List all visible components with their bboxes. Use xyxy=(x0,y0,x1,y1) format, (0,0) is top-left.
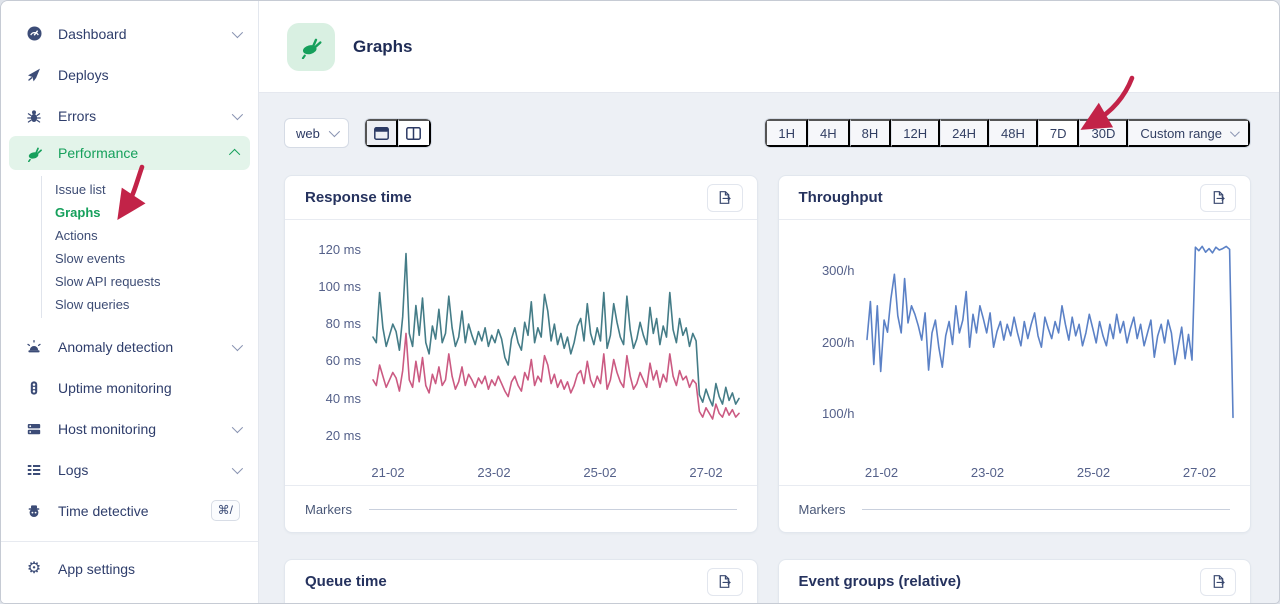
detective-icon xyxy=(25,503,43,519)
card-header: Queue time xyxy=(285,560,757,603)
time-range-1h[interactable]: 1H xyxy=(765,119,809,147)
markers-row: Markers xyxy=(285,485,757,532)
time-range-24h[interactable]: 24H xyxy=(940,119,989,147)
sidebar-item-deploys[interactable]: Deploys xyxy=(1,54,258,95)
sidebar-item-performance[interactable]: Performance xyxy=(9,136,250,170)
time-range-7d[interactable]: 7D xyxy=(1037,119,1080,147)
bug-icon xyxy=(25,108,43,124)
response-time-chart[interactable]: 120 ms 100 ms 80 ms 60 ms 40 ms 20 ms 21-02 23-… xyxy=(285,220,757,485)
sidebar-item-anomaly-detection[interactable]: Anomaly detection xyxy=(1,326,258,367)
export-icon[interactable] xyxy=(706,567,743,596)
sidebar-item-uptime-monitoring[interactable]: Uptime monitoring xyxy=(1,367,258,408)
performance-rabbit-icon xyxy=(287,22,335,71)
card-header: Event groups (relative) xyxy=(779,560,1251,603)
chevron-down-icon xyxy=(231,339,244,351)
sidebar-item-label: Performance xyxy=(58,145,139,161)
sidebar-subitem-issue-list[interactable]: Issue list xyxy=(55,182,106,197)
sidebar-item-host-monitoring[interactable]: Host monitoring xyxy=(1,408,258,449)
rocket-icon xyxy=(25,67,43,83)
card-title: Queue time xyxy=(305,573,387,590)
response-time-card: Response time 120 ms 100 ms 80 ms 60 ms 40 m… xyxy=(284,175,758,533)
time-range-12h[interactable]: 12H xyxy=(891,119,941,147)
layout-single-column-button[interactable] xyxy=(364,119,398,147)
toolbar: web 1H 4H 8H 1 xyxy=(284,118,1251,148)
sidebar-item-app-settings[interactable]: ⚙ App settings xyxy=(1,548,258,589)
card-title: Response time xyxy=(305,189,412,206)
markers-label: Markers xyxy=(798,501,846,517)
markers-timeline[interactable] xyxy=(368,508,737,510)
card-title: Event groups (relative) xyxy=(798,573,962,590)
traffic-light-icon xyxy=(25,380,43,396)
event-groups-card: Event groups (relative) xyxy=(777,559,1251,603)
rabbit-icon xyxy=(25,145,43,162)
time-range-4h[interactable]: 4H xyxy=(808,119,850,147)
page-header: Graphs xyxy=(259,1,1279,93)
chevron-down-icon xyxy=(328,125,340,138)
charts-row-bottom: Queue time Event groups (relative) xyxy=(284,559,1251,603)
log-lines-icon xyxy=(25,462,43,478)
markers-timeline[interactable] xyxy=(862,508,1230,510)
custom-range-label: Custom range xyxy=(1140,125,1222,141)
sidebar-item-dashboard[interactable]: Dashboard xyxy=(1,13,258,54)
charts-row-top: Response time 120 ms 100 ms 80 ms 60 ms 40 m… xyxy=(284,175,1251,533)
export-icon[interactable] xyxy=(1200,567,1236,596)
sidebar-item-label: Dashboard xyxy=(58,25,127,42)
markers-label: Markers xyxy=(305,501,352,517)
gear-icon: ⚙ xyxy=(26,559,42,577)
sidebar-subitem-slow-queries[interactable]: Slow queries xyxy=(55,297,130,312)
server-icon xyxy=(25,421,43,437)
throughput-chart[interactable]: 300/h 200/h 100/h 21-02 23-02 25-02 27-02 xyxy=(779,220,1251,485)
sidebar-item-logs[interactable]: Logs xyxy=(1,449,258,490)
sidebar-item-label: Logs xyxy=(58,461,89,478)
sidebar-item-label: App settings xyxy=(58,560,136,577)
main-area: Graphs web xyxy=(259,1,1279,603)
time-range-8h[interactable]: 8H xyxy=(849,119,892,147)
chevron-down-icon xyxy=(231,26,244,38)
custom-range-button[interactable]: Custom range xyxy=(1128,119,1250,147)
sidebar-item-time-detective[interactable]: Time detective ⌘/ xyxy=(1,490,258,531)
sidebar: Dashboard Deploys Errors Performance Iss… xyxy=(1,1,259,603)
sidebar-item-label: Deploys xyxy=(58,66,109,83)
content-area: web 1H 4H 8H 1 xyxy=(259,93,1279,603)
sidebar-item-errors[interactable]: Errors xyxy=(1,95,258,136)
siren-icon xyxy=(25,339,43,355)
queue-time-card: Queue time xyxy=(284,559,758,603)
chevron-down-icon xyxy=(231,421,244,433)
gauge-icon xyxy=(25,25,43,42)
layout-toggle xyxy=(363,118,432,148)
keyboard-shortcut-badge: ⌘/ xyxy=(210,500,240,521)
sidebar-item-label: Errors xyxy=(58,107,97,124)
sidebar-item-label: Host monitoring xyxy=(58,420,157,437)
performance-submenu: Issue list Graphs Actions Slow events Sl… xyxy=(41,176,258,318)
sidebar-subitem-actions[interactable]: Actions xyxy=(55,228,98,243)
markers-row: Markers xyxy=(778,485,1250,532)
sidebar-subitem-graphs[interactable]: Graphs xyxy=(55,205,101,220)
time-range-group: 1H 4H 8H 12H 24H 48H 7D 30D Custom range xyxy=(764,118,1251,148)
card-header: Throughput xyxy=(778,176,1250,220)
layout-two-column-button[interactable] xyxy=(397,119,431,147)
card-header: Response time xyxy=(285,176,757,220)
export-icon[interactable] xyxy=(706,183,743,212)
sidebar-subitem-slow-api-requests[interactable]: Slow API requests xyxy=(55,274,161,289)
sidebar-divider xyxy=(1,541,258,542)
export-icon[interactable] xyxy=(1200,183,1236,212)
chevron-down-icon xyxy=(231,108,244,120)
chevron-down-icon xyxy=(1229,126,1240,137)
sidebar-subitem-slow-events[interactable]: Slow events xyxy=(55,251,126,266)
card-title: Throughput xyxy=(798,189,883,206)
namespace-select[interactable]: web xyxy=(284,118,349,148)
throughput-card: Throughput 300/h 200/h 100/h 21-02 23-02 25-0… xyxy=(777,175,1251,533)
time-range-48h[interactable]: 48H xyxy=(989,119,1038,147)
sidebar-item-label: Time detective xyxy=(58,502,149,519)
sidebar-item-label: Uptime monitoring xyxy=(58,379,172,396)
time-range-30d[interactable]: 30D xyxy=(1079,119,1129,147)
sidebar-item-label: Anomaly detection xyxy=(58,338,174,355)
page-title: Graphs xyxy=(353,36,413,56)
chevron-down-icon xyxy=(231,462,244,474)
namespace-select-value: web xyxy=(296,125,320,141)
